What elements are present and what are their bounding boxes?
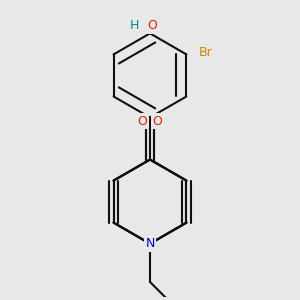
Text: N: N [145,237,155,250]
Text: O: O [153,115,163,128]
Text: O: O [147,19,157,32]
Text: Br: Br [199,46,212,59]
Text: O: O [137,115,147,128]
Text: H: H [130,19,140,32]
